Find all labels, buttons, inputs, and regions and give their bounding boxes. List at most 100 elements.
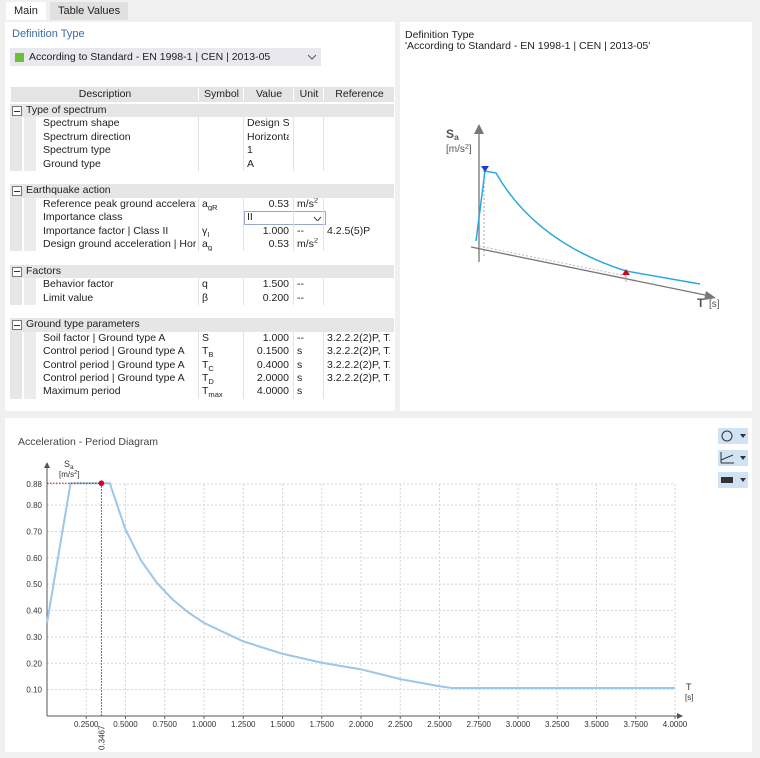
tree-gutter: [10, 331, 22, 346]
cell-text: ag: [202, 238, 239, 251]
cell-border: [243, 238, 244, 252]
tab[interactable]: Table Values: [50, 2, 129, 20]
cell-text: --: [297, 278, 304, 291]
tree-gutter: [10, 197, 22, 212]
tree-gutter: [10, 157, 22, 171]
cell-text: 3.2.2.2(2)P, T...: [327, 331, 390, 344]
tab[interactable]: Main: [6, 2, 46, 20]
dropdown[interactable]: [244, 211, 326, 226]
expander[interactable]: [12, 106, 22, 116]
x-tick-label: 1.7500: [310, 720, 335, 729]
definition-dropdown[interactable]: According to Standard - EN 1998-1 | CEN …: [10, 48, 321, 66]
cell-text: q: [202, 278, 208, 291]
cell-border: [198, 278, 199, 292]
cell-text: Control period | Ground type A: [43, 372, 185, 384]
cell-text: 0.4000: [256, 358, 289, 371]
text-part: S: [446, 127, 454, 141]
tree-gutter: [24, 385, 36, 399]
cell-border: [198, 224, 199, 238]
cell-text: TD: [202, 372, 239, 385]
cell-border: [198, 331, 199, 346]
cell-text: β: [202, 291, 209, 304]
chart-title: Acceleration - Period Diagram: [18, 436, 158, 448]
tree-gutter: [10, 358, 22, 372]
cell-border: [293, 372, 294, 386]
text-part: T: [202, 385, 209, 398]
tree-gutter: [10, 238, 22, 252]
preview-curve: [475, 170, 701, 285]
left-panel: [5, 22, 395, 411]
column-header: Value: [243, 88, 294, 101]
cell-text: 1.500: [262, 278, 289, 291]
cell-border: [243, 372, 244, 386]
cell-border: [198, 144, 199, 158]
definition-value: According to Standard - EN 1998-1 | CEN …: [29, 51, 271, 63]
tree-gutter: [24, 211, 36, 225]
cell-border: [198, 345, 199, 359]
cell-border: [323, 372, 324, 386]
table-header: [10, 87, 394, 102]
button[interactable]: [718, 428, 748, 444]
tree-gutter: [24, 144, 36, 158]
cell-text: 4.2.5(5)P: [327, 224, 371, 237]
definition-label: Definition Type: [12, 28, 85, 40]
expander[interactable]: [12, 186, 22, 197]
text-part: T: [202, 372, 209, 384]
x-axis-label: T: [686, 682, 692, 692]
toolbar: [718, 428, 748, 488]
cell-border: [198, 238, 199, 252]
cell-border: [198, 358, 199, 372]
cell-border: [243, 211, 244, 225]
tree-gutter: [24, 238, 36, 252]
cell-border: [293, 197, 294, 212]
y-tick-label: 0.80: [26, 501, 42, 510]
chart-panel: [5, 418, 752, 752]
cell-border: [293, 385, 294, 399]
text-part: max: [208, 390, 223, 399]
group-row: [10, 184, 394, 198]
cell-text: Behavior factor: [43, 278, 114, 291]
axis: [470, 246, 711, 297]
column-header: Unit: [293, 88, 324, 101]
button[interactable]: [718, 450, 748, 466]
cell-text: 0.53: [268, 197, 289, 210]
preview-panel: [400, 22, 752, 411]
cell-text: Control period | Ground type A: [43, 345, 185, 358]
text-part: 2: [465, 142, 469, 151]
cell-border: [323, 345, 324, 359]
cell-text: 0.200: [262, 291, 289, 304]
group-row: [10, 264, 394, 279]
text-part: [m/s: [59, 470, 74, 479]
cell-border: [323, 238, 324, 252]
preview-title: Definition Type: [405, 29, 475, 41]
y-tick-label: 0.30: [26, 633, 42, 642]
cell-border: [243, 197, 244, 212]
preview-y-unit: [m/s2]: [446, 142, 472, 155]
cell-border: [198, 117, 199, 131]
x-tick-label: 4.0000: [663, 720, 688, 729]
x-tick-label: 2.0000: [349, 720, 374, 729]
x-tick-label: 3.0000: [506, 720, 531, 729]
cell-text: Design Spectrum: [247, 117, 289, 130]
cell-border: [243, 144, 244, 158]
cell-text: m/s2: [297, 238, 319, 251]
expander[interactable]: [12, 320, 22, 331]
text-part: m/s: [297, 238, 314, 250]
column-header: Symbol: [198, 88, 244, 101]
x-tick-label: 0.7500: [153, 720, 178, 729]
cell-border: [243, 291, 244, 305]
cell-text: TC: [202, 359, 239, 372]
tree-gutter: [24, 224, 36, 238]
cell-text: Horizontal: [247, 130, 289, 143]
text-part: B: [208, 350, 214, 359]
cell-border: [323, 117, 324, 131]
y-tick-label: 0.20: [26, 659, 42, 668]
cell-border: [243, 130, 244, 145]
cell-text: S: [202, 331, 210, 344]
expander[interactable]: [12, 266, 22, 277]
cell-border: [323, 224, 324, 238]
tree-gutter: [24, 197, 36, 212]
